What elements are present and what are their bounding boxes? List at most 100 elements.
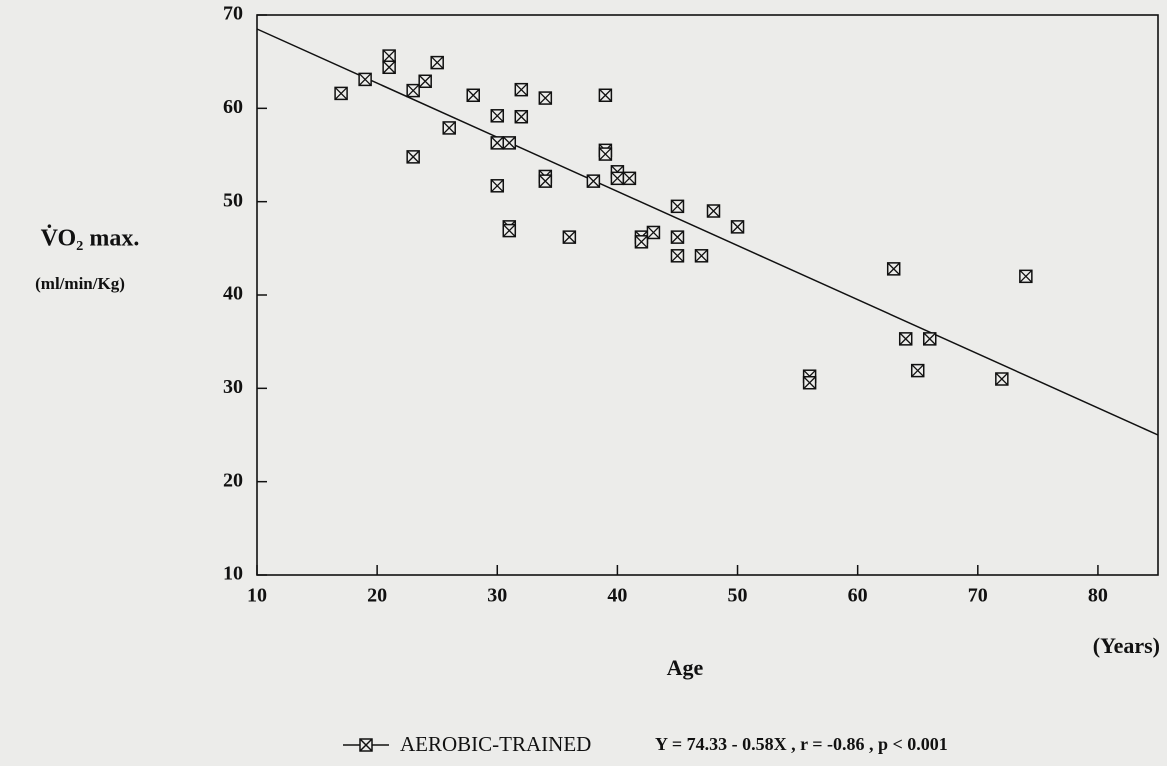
point xyxy=(334,86,348,101)
point xyxy=(995,372,1009,386)
point-cross xyxy=(911,364,925,378)
point-cross xyxy=(695,249,708,263)
point-cross xyxy=(418,74,432,88)
x-tick-label: 10 xyxy=(247,585,267,607)
point xyxy=(358,72,372,87)
point-cross xyxy=(514,83,528,97)
point xyxy=(418,74,432,89)
point xyxy=(502,136,517,150)
point-cross xyxy=(586,174,600,188)
point xyxy=(922,332,937,346)
point-cross xyxy=(1019,269,1033,283)
point-cross xyxy=(382,60,396,74)
point xyxy=(886,262,901,276)
x-tick-label: 50 xyxy=(728,585,748,607)
point xyxy=(802,375,817,390)
point xyxy=(610,171,625,186)
legend-label: AEROBIC-TRAINED xyxy=(400,732,591,756)
point-cross xyxy=(466,88,480,102)
point-cross xyxy=(671,249,684,263)
x-tick-label: 20 xyxy=(367,585,387,607)
y-tick-label: 30 xyxy=(223,376,243,398)
point-cross xyxy=(430,56,444,70)
point xyxy=(670,199,685,214)
point-cross xyxy=(646,226,660,239)
point xyxy=(562,230,577,244)
x-tick-label: 80 xyxy=(1088,585,1108,607)
point xyxy=(466,88,480,103)
point-cross xyxy=(382,49,396,63)
point xyxy=(442,121,456,135)
x-tick-label: 60 xyxy=(848,585,868,607)
point xyxy=(490,109,505,123)
point xyxy=(514,82,529,97)
point xyxy=(730,220,745,234)
y-tick-label: 60 xyxy=(223,96,243,118)
point xyxy=(1019,269,1033,284)
point xyxy=(430,55,444,70)
annotation: Y = 74.33 - 0.58X , r = -0.86 , p < 0.00… xyxy=(655,734,948,754)
point xyxy=(670,249,685,263)
point xyxy=(598,147,613,161)
point-cross xyxy=(610,171,624,185)
point-cross xyxy=(598,88,612,102)
point xyxy=(502,223,517,238)
point xyxy=(538,174,553,188)
point-cross xyxy=(502,136,516,150)
point-cross xyxy=(538,91,552,105)
point-cross xyxy=(502,224,516,238)
legend-marker xyxy=(359,738,373,752)
point-cross xyxy=(731,220,744,234)
point-cross xyxy=(490,109,504,123)
point xyxy=(382,49,396,63)
point-cross xyxy=(634,235,648,249)
point-cross xyxy=(358,72,372,86)
point-cross xyxy=(538,174,552,188)
point xyxy=(634,235,649,249)
x-units: (Years) xyxy=(1093,633,1160,658)
point xyxy=(406,150,420,164)
x-label: Age xyxy=(667,655,704,680)
y-tick-label: 40 xyxy=(223,283,243,305)
point xyxy=(382,60,396,75)
y-tick-label: 50 xyxy=(223,189,243,211)
point xyxy=(586,174,601,188)
point-cross xyxy=(622,171,636,185)
point xyxy=(670,230,685,244)
point-cross xyxy=(995,372,1009,386)
point xyxy=(406,83,420,98)
point xyxy=(514,109,529,124)
point-cross xyxy=(707,204,720,218)
point-cross xyxy=(923,332,937,346)
point xyxy=(538,91,553,105)
x-tick-label: 70 xyxy=(968,585,988,607)
point-cross xyxy=(514,110,528,124)
point xyxy=(910,363,925,378)
x-tick-label: 40 xyxy=(607,585,627,607)
point-cross xyxy=(887,262,901,276)
point xyxy=(490,179,505,193)
y-tick-label: 10 xyxy=(223,563,243,585)
point-cross xyxy=(671,199,684,213)
point-cross xyxy=(334,86,348,100)
point-cross xyxy=(899,332,913,346)
point xyxy=(622,171,637,186)
x-tick-label: 30 xyxy=(487,585,507,607)
point-cross xyxy=(442,121,456,135)
point-cross xyxy=(671,230,684,244)
point-cross xyxy=(490,179,504,193)
point-cross xyxy=(562,230,576,244)
point xyxy=(706,204,721,218)
point-cross xyxy=(406,84,420,98)
point-cross xyxy=(490,136,504,150)
point-cross xyxy=(803,376,817,390)
point xyxy=(646,225,661,240)
point xyxy=(598,88,613,103)
y-units: (ml/min/Kg) xyxy=(35,274,125,293)
point-cross xyxy=(406,150,420,164)
point-cross xyxy=(598,147,612,161)
y-tick-label: 70 xyxy=(223,3,243,25)
y-label: V̇O₂ max. xyxy=(41,225,140,252)
point xyxy=(898,332,913,346)
